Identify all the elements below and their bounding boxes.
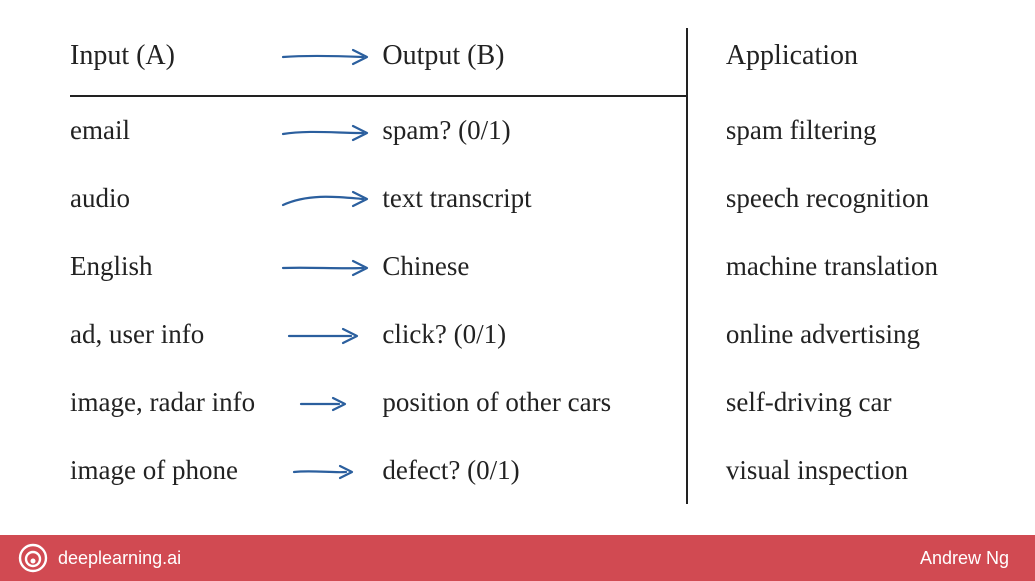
arrow-icon <box>279 45 375 69</box>
cell-arrow <box>276 164 379 232</box>
cell-arrow <box>276 368 379 436</box>
cell-input: English <box>70 232 276 300</box>
cell-output: Chinese <box>378 232 686 300</box>
cell-arrow <box>276 232 379 300</box>
cell-application: machine translation <box>687 232 985 300</box>
cell-application: speech recognition <box>687 164 985 232</box>
cell-arrow <box>276 436 379 504</box>
cell-input: image, radar info <box>70 368 276 436</box>
table-header-row: Input (A) Output (B) Application <box>70 28 985 96</box>
cell-output: position of other cars <box>378 368 686 436</box>
cell-input: audio <box>70 164 276 232</box>
cell-output: click? (0/1) <box>378 300 686 368</box>
arrow-icon <box>299 392 355 416</box>
mapping-table: Input (A) Output (B) Application email s… <box>70 28 985 504</box>
arrow-icon <box>279 121 375 145</box>
cell-arrow <box>276 300 379 368</box>
table-row: email spam? (0/1) spam filtering <box>70 96 985 164</box>
cell-application: online advertising <box>687 300 985 368</box>
cell-output: defect? (0/1) <box>378 436 686 504</box>
header-arrow-cell <box>276 28 379 96</box>
table-row: audio text transcript speech recognition <box>70 164 985 232</box>
cell-input: ad, user info <box>70 300 276 368</box>
header-output: Output (B) <box>378 28 686 96</box>
cell-output: text transcript <box>378 164 686 232</box>
cell-input: image of phone <box>70 436 276 504</box>
cell-application: self-driving car <box>687 368 985 436</box>
table-row: image, radar info position of other cars… <box>70 368 985 436</box>
table-row: image of phone defect? (0/1) visual insp… <box>70 436 985 504</box>
header-application: Application <box>687 28 985 96</box>
cell-arrow <box>276 96 379 164</box>
arrow-icon <box>279 187 375 213</box>
cell-output: spam? (0/1) <box>378 96 686 164</box>
header-input: Input (A) <box>70 28 276 96</box>
table-row: English Chinese machine translation <box>70 232 985 300</box>
cell-application: spam filtering <box>687 96 985 164</box>
cell-application: visual inspection <box>687 436 985 504</box>
footer-author: Andrew Ng <box>920 548 1009 569</box>
brand-logo-icon <box>18 543 48 573</box>
arrow-icon <box>279 256 375 280</box>
table-row: ad, user info click? (0/1) online advert… <box>70 300 985 368</box>
footer-bar: deeplearning.ai Andrew Ng <box>0 535 1035 581</box>
arrow-icon <box>292 460 362 484</box>
brand-text: deeplearning.ai <box>58 548 181 569</box>
footer-brand: deeplearning.ai <box>18 543 181 573</box>
cell-input: email <box>70 96 276 164</box>
arrow-icon <box>287 324 367 348</box>
